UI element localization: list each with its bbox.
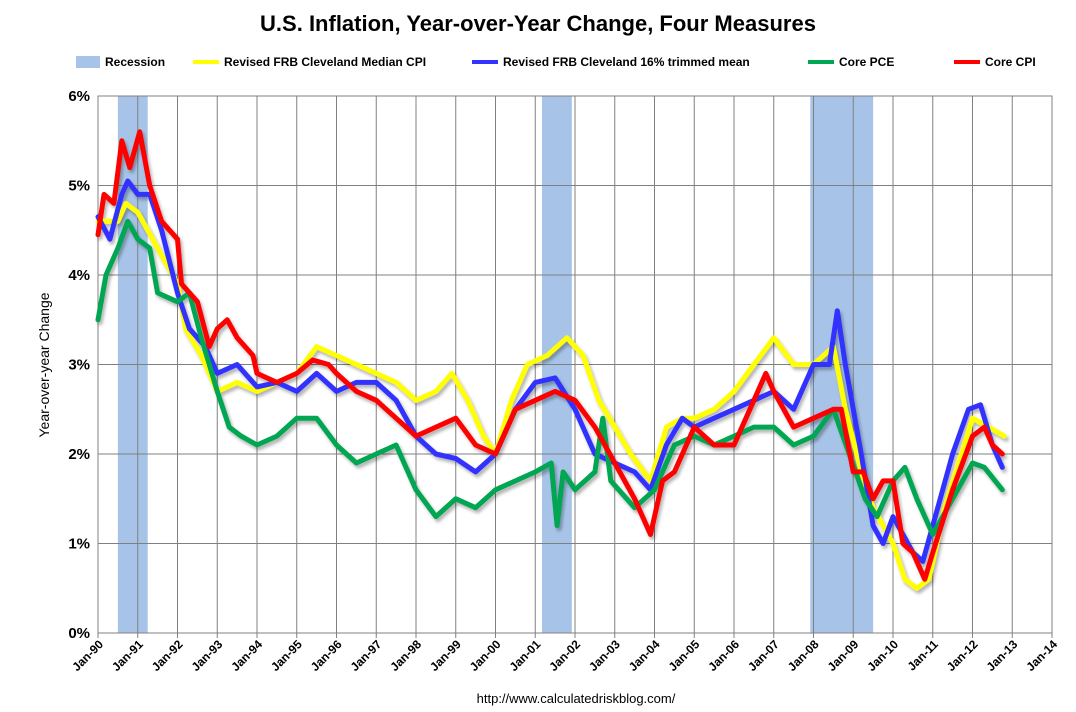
x-axis-ticks: Jan-90 Jan-91 Jan-92 Jan-93 Jan-94 Jan-95 Jan-… bbox=[69, 637, 1060, 674]
x-tick-label: Jan-14 bbox=[1023, 637, 1060, 674]
x-tick-label: Jan-92 bbox=[149, 637, 186, 674]
x-tick-label: Jan-10 bbox=[864, 637, 901, 674]
x-tick-label: Jan-04 bbox=[626, 637, 663, 674]
x-tick-label: Jan-94 bbox=[228, 637, 265, 674]
x-tick-label: Jan-93 bbox=[189, 637, 226, 674]
y-tick-label: 3% bbox=[68, 357, 90, 374]
series-line-3 bbox=[95, 129, 1005, 582]
x-tick-label: Jan-99 bbox=[427, 637, 464, 674]
x-tick-label: Jan-01 bbox=[507, 637, 544, 674]
y-axis-ticks: 0% 1% 2% 3% 4% 5% 6% bbox=[68, 88, 90, 642]
x-tick-label: Jan-96 bbox=[308, 637, 345, 674]
x-tick-label: Jan-08 bbox=[785, 637, 822, 674]
x-tick-label: Jan-00 bbox=[467, 637, 504, 674]
x-tick-label: Jan-97 bbox=[348, 637, 385, 674]
y-tick-label: 1% bbox=[68, 536, 90, 553]
legend-label: Core PCE bbox=[839, 55, 894, 69]
chart-title: U.S. Inflation, Year-over-Year Change, F… bbox=[260, 11, 816, 36]
legend: Recession Revised FRB Cleveland Median CP… bbox=[76, 55, 1036, 69]
x-tick-label: Jan-90 bbox=[69, 637, 106, 674]
y-tick-label: 2% bbox=[68, 446, 90, 463]
series-lines bbox=[95, 129, 1007, 591]
y-axis-label: Year-over-year Change bbox=[36, 292, 52, 437]
x-tick-label: Jan-12 bbox=[944, 637, 981, 674]
y-tick-label: 5% bbox=[68, 178, 90, 195]
x-tick-label: Jan-09 bbox=[825, 637, 862, 674]
x-tick-label: Jan-07 bbox=[745, 637, 782, 674]
x-tick-label: Jan-91 bbox=[109, 637, 146, 674]
x-tick-label: Jan-03 bbox=[586, 637, 623, 674]
source-url: http://www.calculatedriskblog.com/ bbox=[477, 691, 676, 706]
y-tick-label: 4% bbox=[68, 267, 90, 284]
x-tick-label: Jan-11 bbox=[905, 637, 942, 674]
x-tick-label: Jan-02 bbox=[546, 637, 583, 674]
series-line-2 bbox=[95, 218, 1005, 537]
legend-swatch-recession bbox=[76, 56, 100, 68]
legend-label: Core CPI bbox=[985, 55, 1036, 69]
x-tick-label: Jan-13 bbox=[984, 637, 1021, 674]
legend-label: Revised FRB Cleveland Median CPI bbox=[224, 55, 426, 69]
y-tick-label: 0% bbox=[68, 625, 90, 642]
x-tick-label: Jan-05 bbox=[666, 637, 703, 674]
x-tick-label: Jan-06 bbox=[705, 637, 742, 674]
legend-label: Revised FRB Cleveland 16% trimmed mean bbox=[503, 55, 750, 69]
series-line-1 bbox=[95, 178, 1005, 564]
x-tick-label: Jan-98 bbox=[387, 637, 424, 674]
y-tick-label: 6% bbox=[68, 88, 90, 105]
plot-area-border bbox=[97, 95, 1053, 634]
x-tick-label: Jan-95 bbox=[268, 637, 305, 674]
legend-label: Recession bbox=[105, 55, 165, 69]
